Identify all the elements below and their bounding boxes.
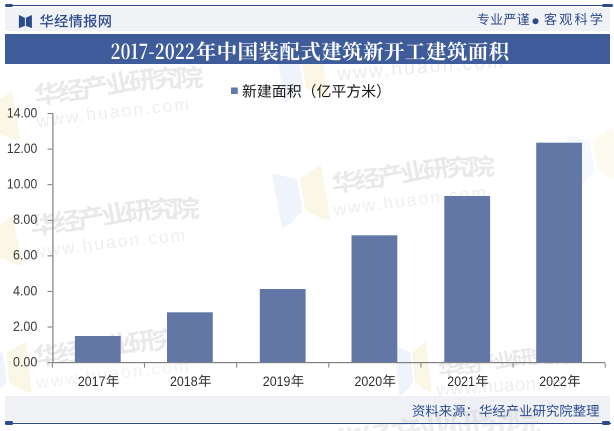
- svg-text:4.00: 4.00: [13, 283, 37, 298]
- svg-text:2020: 2020: [355, 374, 383, 390]
- svg-text:10.00: 10.00: [7, 177, 37, 192]
- svg-text:0.00: 0.00: [13, 355, 37, 370]
- svg-text:2021: 2021: [447, 374, 475, 390]
- svg-text:2017: 2017: [78, 374, 106, 390]
- svg-text:2018: 2018: [170, 374, 198, 390]
- svg-text:2.00: 2.00: [13, 319, 37, 334]
- svg-text:6.00: 6.00: [13, 248, 37, 263]
- svg-text:12.00: 12.00: [7, 141, 37, 156]
- svg-text:14.00: 14.00: [7, 105, 37, 120]
- svg-text:2022: 2022: [539, 374, 567, 390]
- svg-text:8.00: 8.00: [13, 212, 37, 227]
- svg-text:2019: 2019: [263, 374, 291, 390]
